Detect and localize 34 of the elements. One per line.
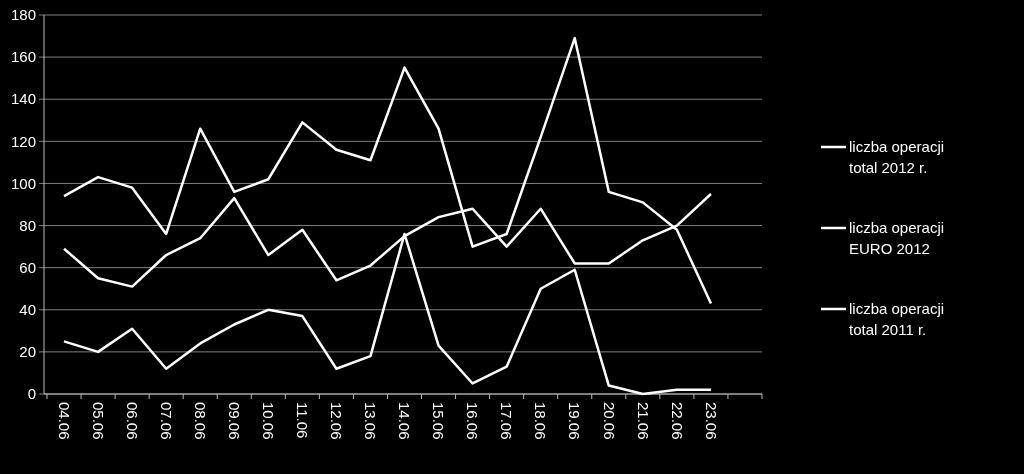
x-tick-label: 08.06 — [191, 402, 209, 440]
line-series — [62, 36, 713, 305]
y-tick-label: 20 — [19, 343, 36, 361]
x-tick-label: 06.06 — [123, 402, 141, 440]
x-tick-label: 13.06 — [362, 402, 380, 440]
y-tick-label: 80 — [19, 216, 36, 234]
x-tick-label: 07.06 — [157, 402, 175, 440]
x-tick-label: 15.06 — [430, 402, 448, 440]
y-tick-label: 160 — [10, 48, 36, 66]
y-tick-label: 140 — [10, 90, 36, 108]
y-tick-label: 0 — [27, 385, 36, 403]
x-tick-label: 19.06 — [566, 402, 584, 440]
x-tick-label: 17.06 — [498, 402, 516, 440]
x-tick-label: 05.06 — [89, 402, 107, 440]
legend-label: liczba operacji total 2012 r. — [849, 138, 945, 177]
x-tick-label: 23.06 — [702, 402, 720, 440]
x-tick-label: 21.06 — [634, 402, 652, 440]
x-tick-label: 04.06 — [55, 402, 73, 440]
y-tick-label: 120 — [10, 132, 36, 150]
x-tick-label: 22.06 — [668, 402, 686, 440]
y-tick-label: 100 — [10, 174, 36, 192]
x-tick-label: 16.06 — [464, 402, 482, 440]
legend-label: liczba operacji EURO 2012 — [849, 219, 945, 258]
y-tick-label: 60 — [19, 258, 36, 276]
y-tick-label: 40 — [19, 301, 36, 319]
x-tick-label: 20.06 — [600, 402, 618, 440]
x-tick-label: 11.06 — [294, 402, 312, 439]
x-tick-label: 18.06 — [532, 402, 550, 440]
x-tick-label: 12.06 — [328, 402, 346, 440]
legend-label: liczba operacji total 2011 r. — [849, 300, 945, 339]
y-tick-label: 180 — [10, 6, 36, 24]
x-tick-label: 14.06 — [396, 402, 414, 440]
x-tick-label: 09.06 — [226, 402, 244, 440]
x-tick-label: 10.06 — [260, 402, 278, 440]
